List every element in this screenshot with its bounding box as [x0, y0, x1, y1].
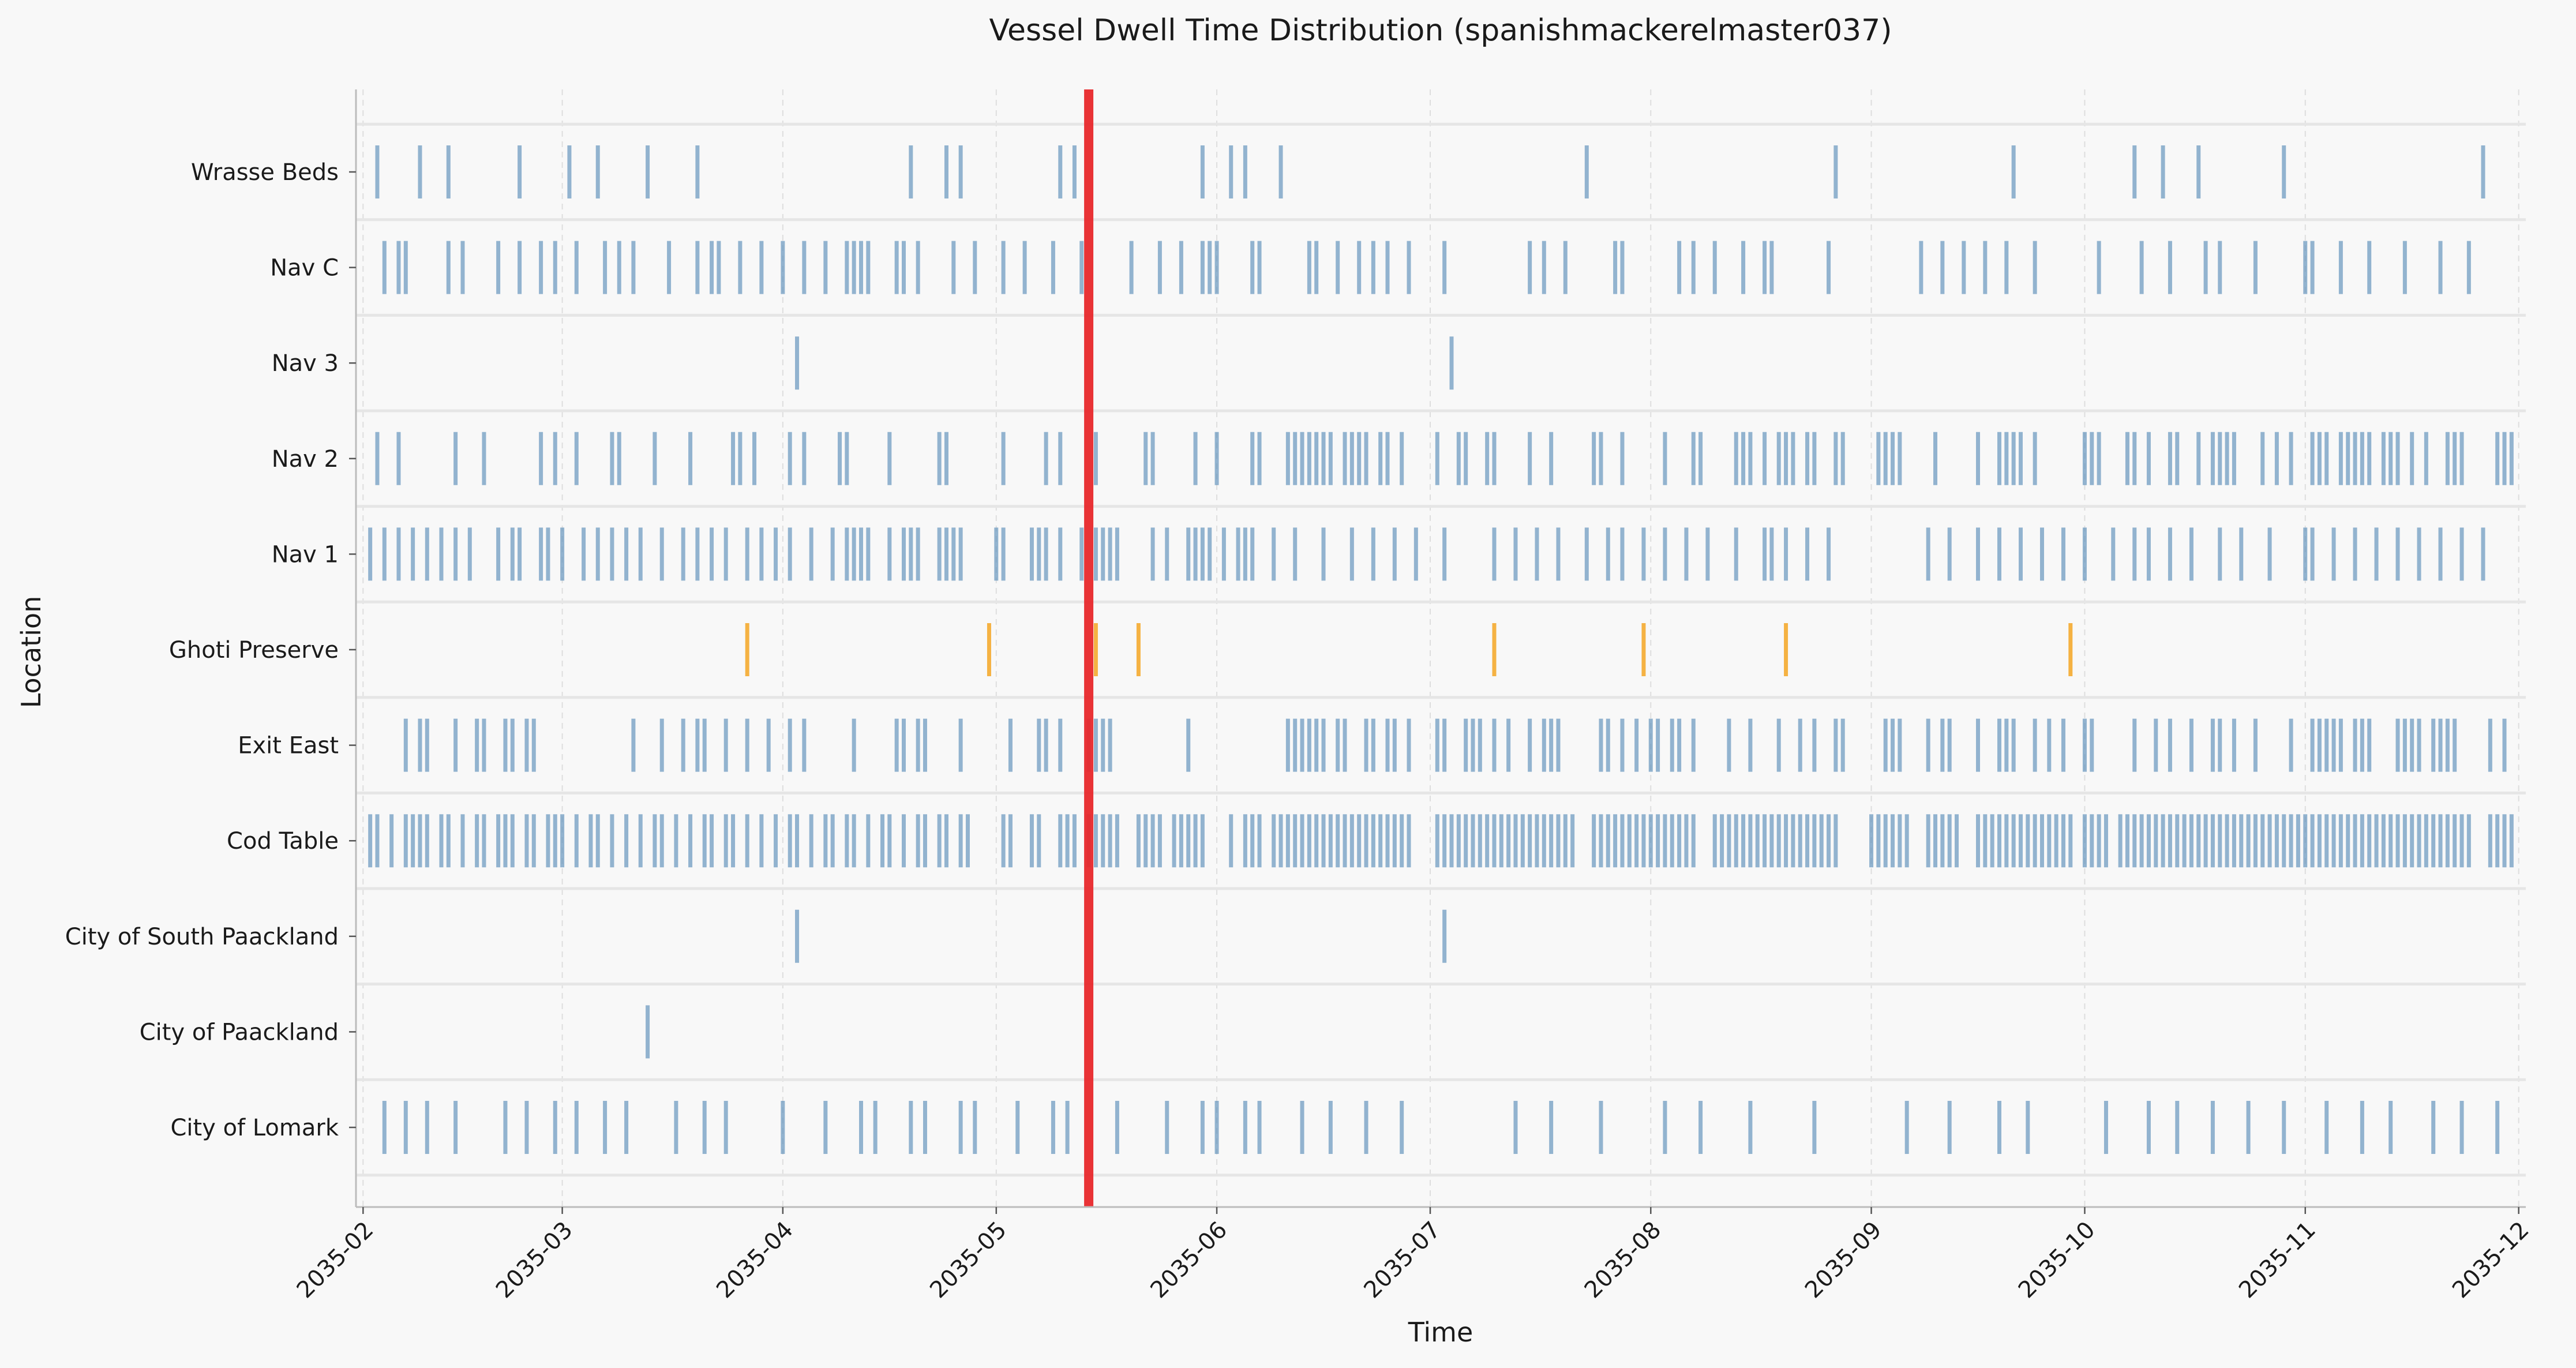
y-axis-label: Location [16, 596, 47, 709]
y-tick-label: Nav 2 [272, 446, 339, 473]
y-tick-label: City of South Paackland [65, 924, 339, 950]
y-tick-label: Nav 1 [272, 541, 339, 568]
x-axis-label: Time [1408, 1317, 1473, 1348]
chart-title: Vessel Dwell Time Distribution (spanishm… [989, 13, 1892, 48]
y-tick-label: City of Lomark [170, 1115, 339, 1141]
y-tick-label: Exit East [238, 733, 339, 759]
row-separators [356, 122, 2526, 1177]
y-tick-label: City of Paackland [140, 1019, 339, 1045]
y-tick-label: Cod Table [227, 828, 339, 854]
y-tick-labels: Wrasse Beds Nav C Nav 3 Nav 2 Nav 1 Ghoti Pre… [65, 159, 356, 1141]
y-tick-label: Nav C [270, 255, 339, 282]
y-tick-label: Ghoti Preserve [169, 637, 339, 664]
y-tick-label: Wrasse Beds [191, 159, 339, 186]
event-marks [368, 145, 2514, 1154]
y-tick-label: Nav 3 [272, 350, 339, 377]
axes [355, 89, 2526, 1208]
